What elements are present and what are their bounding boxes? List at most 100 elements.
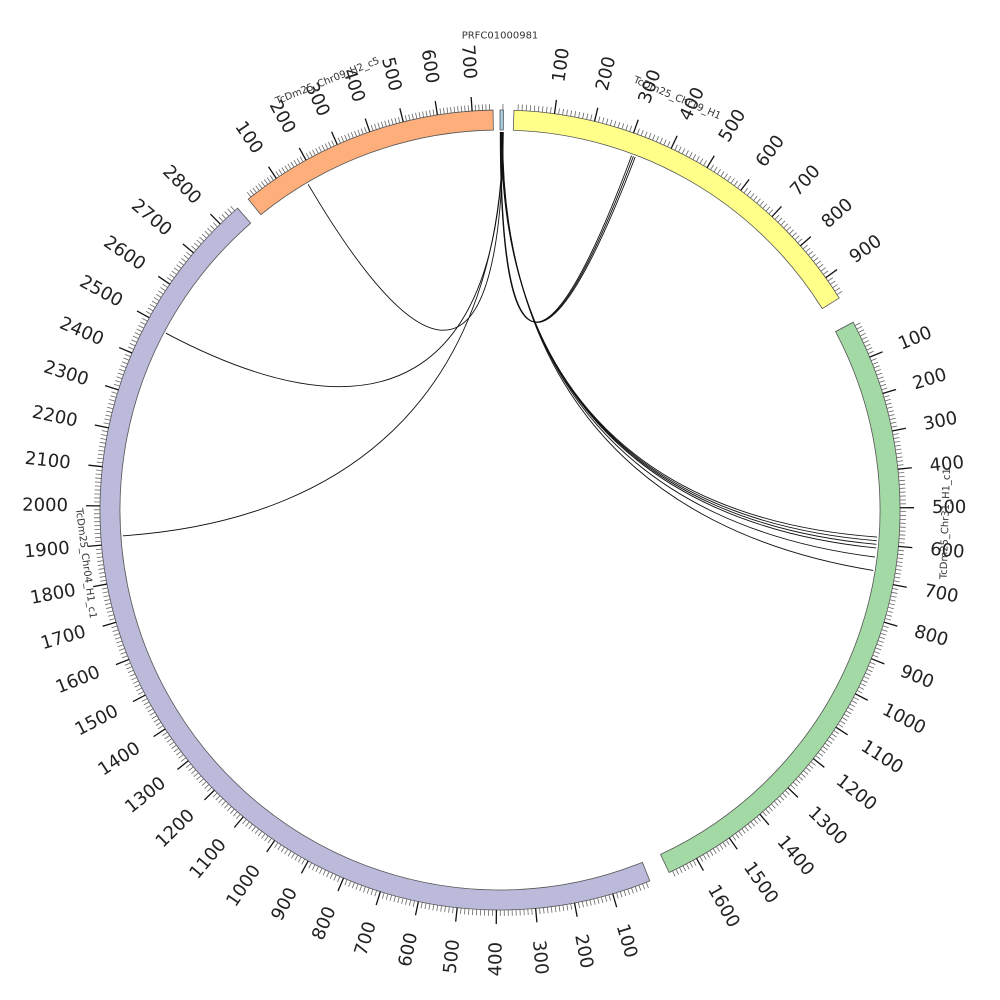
link-prfc-chr19 bbox=[499, 131, 633, 323]
minor-tick bbox=[725, 839, 730, 846]
minor-tick bbox=[242, 819, 247, 825]
minor-tick bbox=[533, 105, 536, 112]
minor-tick bbox=[193, 772, 199, 778]
minor-tick bbox=[337, 137, 341, 144]
tick-label: 2800 bbox=[158, 161, 205, 208]
minor-tick bbox=[277, 844, 282, 851]
minor-tick bbox=[822, 746, 828, 751]
minor-tick bbox=[385, 893, 389, 900]
tick-label: 700 bbox=[457, 44, 480, 80]
minor-tick bbox=[853, 696, 859, 701]
minor-tick bbox=[354, 130, 358, 137]
minor-tick bbox=[716, 846, 720, 852]
tick-label: 400 bbox=[929, 452, 965, 476]
minor-tick bbox=[261, 181, 266, 187]
minor-tick bbox=[359, 885, 363, 892]
minor-tick bbox=[109, 618, 116, 621]
minor-tick bbox=[859, 333, 866, 337]
minor-tick bbox=[337, 876, 341, 883]
major-tick bbox=[695, 858, 704, 871]
minor-tick bbox=[856, 690, 863, 694]
minor-tick bbox=[627, 888, 631, 895]
link-prfc-chr19 bbox=[500, 131, 634, 323]
minor-tick bbox=[318, 146, 322, 153]
minor-tick bbox=[663, 139, 667, 146]
major-tick bbox=[136, 310, 150, 319]
minor-tick bbox=[101, 430, 108, 433]
minor-tick bbox=[798, 776, 804, 781]
segment-name-prfc: PRFC01000981 bbox=[462, 31, 539, 42]
minor-tick bbox=[600, 896, 604, 903]
minor-tick bbox=[765, 808, 770, 814]
minor-tick bbox=[712, 848, 717, 854]
major-tick bbox=[266, 840, 276, 853]
minor-tick bbox=[420, 902, 423, 909]
minor-tick bbox=[537, 105, 540, 112]
minor-tick bbox=[854, 322, 861, 326]
minor-tick bbox=[109, 399, 116, 402]
minor-tick bbox=[114, 636, 121, 640]
minor-tick bbox=[833, 730, 839, 735]
minor-tick bbox=[134, 684, 141, 688]
minor-tick bbox=[652, 134, 656, 141]
minor-tick bbox=[713, 166, 718, 173]
tick-label: 1800 bbox=[29, 580, 78, 609]
minor-tick bbox=[720, 171, 725, 177]
major-tick bbox=[835, 726, 848, 736]
minor-tick bbox=[762, 811, 767, 817]
minor-tick bbox=[168, 741, 175, 746]
minor-tick bbox=[309, 151, 313, 158]
minor-tick bbox=[884, 398, 891, 402]
tick-label: 2600 bbox=[100, 232, 150, 275]
tick-label: 100 bbox=[231, 117, 268, 157]
minor-tick bbox=[429, 110, 431, 117]
minor-tick bbox=[699, 158, 704, 164]
major-tick bbox=[825, 269, 838, 279]
minor-tick bbox=[777, 217, 783, 223]
minor-tick bbox=[100, 579, 107, 582]
major-tick bbox=[897, 467, 912, 470]
minor-tick bbox=[207, 786, 212, 792]
minor-tick bbox=[344, 879, 348, 886]
link-prfc-chr31 bbox=[502, 132, 874, 571]
minor-tick bbox=[558, 108, 560, 115]
minor-tick bbox=[827, 277, 834, 282]
minor-tick bbox=[805, 247, 811, 253]
minor-tick bbox=[204, 784, 210, 789]
minor-tick bbox=[230, 808, 235, 814]
minor-tick bbox=[117, 372, 124, 376]
tick-label: 500 bbox=[440, 938, 465, 974]
major-tick bbox=[182, 243, 194, 254]
minor-tick bbox=[183, 254, 189, 260]
minor-tick bbox=[836, 291, 843, 295]
major-tick bbox=[102, 621, 117, 627]
minor-tick bbox=[645, 882, 649, 889]
minor-tick bbox=[887, 410, 894, 413]
minor-tick bbox=[221, 800, 226, 806]
tick-label: 2200 bbox=[30, 402, 79, 432]
minor-tick bbox=[196, 239, 202, 245]
minor-tick bbox=[124, 662, 131, 666]
minor-tick bbox=[432, 904, 435, 911]
tick-label: 600 bbox=[752, 131, 789, 171]
minor-tick bbox=[753, 818, 758, 825]
minor-tick bbox=[849, 703, 856, 708]
major-tick bbox=[882, 388, 897, 395]
minor-tick bbox=[355, 883, 359, 890]
segment-prfc bbox=[499, 109, 504, 131]
minor-tick bbox=[97, 560, 104, 562]
tick-label: 200 bbox=[592, 54, 621, 92]
minor-tick bbox=[138, 691, 144, 695]
tick-label: 1000 bbox=[222, 861, 265, 911]
minor-tick bbox=[408, 114, 411, 121]
minor-tick bbox=[450, 106, 452, 114]
minor-tick bbox=[95, 469, 102, 471]
minor-tick bbox=[889, 417, 896, 421]
minor-tick bbox=[786, 226, 792, 232]
minor-tick bbox=[621, 123, 625, 130]
minor-tick bbox=[464, 105, 466, 112]
minor-tick bbox=[230, 205, 235, 211]
minor-tick bbox=[881, 629, 888, 632]
minor-tick bbox=[797, 238, 803, 244]
minor-tick bbox=[326, 871, 330, 878]
